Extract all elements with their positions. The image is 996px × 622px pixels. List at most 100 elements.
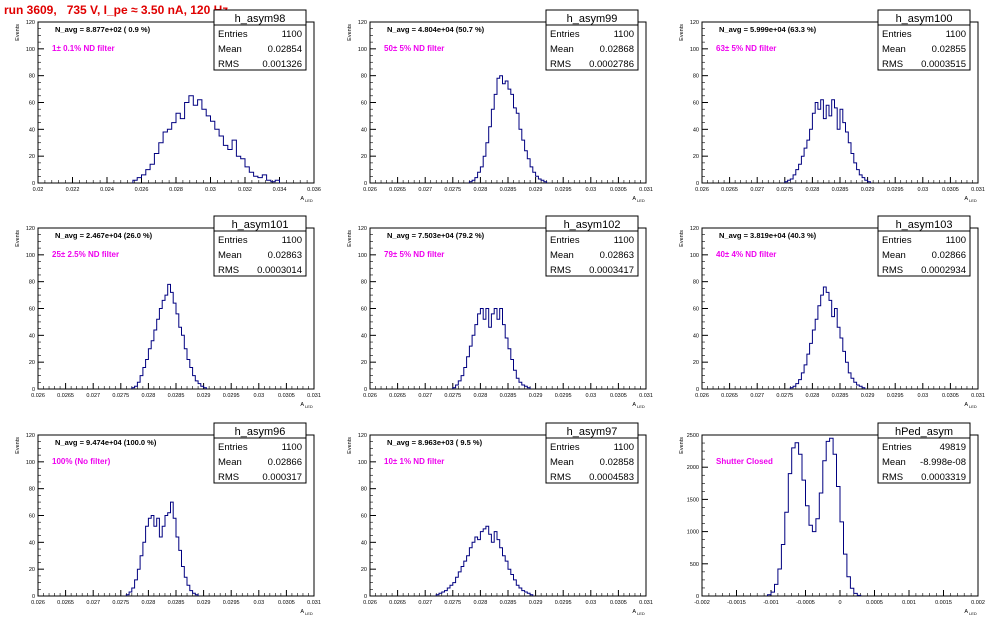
histogram-title: h_asym96 xyxy=(235,426,286,438)
filter-annotation: 50± 5% ND filter xyxy=(384,44,444,53)
n-avg-label: N_avg = 2.467e+04 (26.0 %) xyxy=(55,231,153,240)
y-axis-label: Events xyxy=(347,230,353,247)
y-tick-label: 100 xyxy=(358,460,367,466)
y-tick-label: 20 xyxy=(693,154,699,160)
stats-value: -8.998e-08 xyxy=(920,457,966,468)
x-tick-label: 0.0295 xyxy=(555,187,572,193)
x-tick-label: 0.0285 xyxy=(500,600,517,606)
stats-label: Mean xyxy=(550,250,574,261)
x-tick-label: 0.0275 xyxy=(444,393,461,399)
x-tick-label: 0.0295 xyxy=(223,393,240,399)
y-tick-label: 0 xyxy=(696,594,699,600)
x-tick-label: 0.027 xyxy=(418,187,432,193)
x-tick-label: 0.031 xyxy=(307,600,321,606)
x-tick-label: 0.0285 xyxy=(832,187,849,193)
y-tick-label: 100 xyxy=(358,47,367,53)
x-tick-label: 0.0275 xyxy=(776,393,793,399)
y-tick-label: 0 xyxy=(364,594,367,600)
x-tick-label: 0.0305 xyxy=(610,187,627,193)
x-tick-label: 0.026 xyxy=(363,600,377,606)
x-tick-label: 0.0305 xyxy=(610,393,627,399)
stats-label: Mean xyxy=(882,457,906,468)
histogram-title: h_asym100 xyxy=(896,13,953,25)
stats-value: 0.02863 xyxy=(268,250,302,261)
x-tick-label: 0.0265 xyxy=(721,187,738,193)
x-tick-label: 0.032 xyxy=(238,187,252,193)
x-tick-label: -0.0005 xyxy=(796,600,815,606)
x-tick-label: 0.0285 xyxy=(168,393,185,399)
y-tick-label: 100 xyxy=(26,253,35,259)
histogram-title: hPed_asym xyxy=(895,426,953,438)
stats-label: Mean xyxy=(218,457,242,468)
stats-value: 0.02863 xyxy=(600,250,634,261)
x-tick-label: 0.0265 xyxy=(389,187,406,193)
histogram-line xyxy=(132,95,280,183)
stats-label: RMS xyxy=(882,265,903,276)
x-tick-label: 0.001 xyxy=(902,600,916,606)
x-tick-label: 0.027 xyxy=(86,600,100,606)
filter-annotation: 100% (No filter) xyxy=(52,457,111,466)
x-tick-label: 0.0265 xyxy=(389,393,406,399)
x-tick-label: -0.002 xyxy=(694,600,710,606)
x-axis-label: A xyxy=(300,609,304,615)
stats-label: Entries xyxy=(218,235,248,246)
x-tick-label: 0.0275 xyxy=(444,187,461,193)
x-axis-label-sub: LED xyxy=(305,404,313,409)
y-tick-label: 80 xyxy=(693,74,699,80)
x-tick-label: 0.0275 xyxy=(776,187,793,193)
stats-label: RMS xyxy=(550,59,571,70)
x-tick-label: 0.02 xyxy=(33,187,44,193)
stats-value: 1100 xyxy=(614,442,634,453)
x-tick-label: 0.027 xyxy=(418,393,432,399)
x-tick-label: 0.0265 xyxy=(57,600,74,606)
y-tick-label: 20 xyxy=(29,567,35,573)
x-axis-label-sub: LED xyxy=(969,404,977,409)
stats-box xyxy=(545,230,639,277)
x-axis-label-sub: LED xyxy=(969,611,977,616)
x-tick-label: 0.0295 xyxy=(887,187,904,193)
y-tick-label: 20 xyxy=(29,360,35,366)
x-tick-label: 0.0305 xyxy=(278,600,295,606)
y-tick-label: 40 xyxy=(361,540,367,546)
x-tick-label: 0.027 xyxy=(750,393,764,399)
x-tick-label: 0.031 xyxy=(639,600,653,606)
stats-label: RMS xyxy=(218,472,239,483)
stats-label: Mean xyxy=(550,457,574,468)
x-tick-label: -0.0015 xyxy=(727,600,746,606)
x-tick-label: 0.0305 xyxy=(610,600,627,606)
filter-annotation: 40± 4% ND filter xyxy=(716,250,776,259)
y-tick-label: 2500 xyxy=(687,433,699,439)
stats-label: Mean xyxy=(218,44,242,55)
x-tick-label: 0.03 xyxy=(585,393,596,399)
x-tick-label: 0.026 xyxy=(363,393,377,399)
x-tick-label: 0.0275 xyxy=(444,600,461,606)
y-tick-label: 120 xyxy=(26,20,35,26)
y-tick-label: 40 xyxy=(29,540,35,546)
stats-value: 0.02858 xyxy=(600,457,634,468)
x-tick-label: 0.0285 xyxy=(832,393,849,399)
x-tick-label: 0.031 xyxy=(971,187,985,193)
histogram-panel-h_asym103: 0 20 40 60 80 100 120 0.026 0.0265 0.027 0.0275 0.0… xyxy=(679,215,985,409)
x-axis-label: A xyxy=(632,609,636,615)
y-tick-label: 2000 xyxy=(687,465,699,471)
histogram-line xyxy=(767,437,862,596)
y-tick-label: 100 xyxy=(26,460,35,466)
y-tick-label: 60 xyxy=(29,307,35,313)
histogram-line xyxy=(784,99,871,183)
histogram-panel-h_asym97: 0 20 40 60 80 100 120 0.026 0.0265 0.027 0.0275 0.0… xyxy=(347,422,653,616)
x-tick-label: 0.0005 xyxy=(866,600,883,606)
x-tick-label: 0.0285 xyxy=(500,393,517,399)
stats-label: Entries xyxy=(550,29,580,40)
x-axis-label: A xyxy=(964,609,968,615)
y-tick-label: 80 xyxy=(29,280,35,286)
x-tick-label: 0.0265 xyxy=(389,600,406,606)
y-tick-label: 80 xyxy=(361,280,367,286)
x-tick-label: 0.0295 xyxy=(555,600,572,606)
stats-value: 1100 xyxy=(946,29,966,40)
stats-label: Entries xyxy=(882,442,912,453)
x-tick-label: -0.001 xyxy=(763,600,779,606)
x-axis-label-sub: LED xyxy=(305,611,313,616)
stats-box xyxy=(213,230,307,277)
histogram-line xyxy=(131,283,207,389)
